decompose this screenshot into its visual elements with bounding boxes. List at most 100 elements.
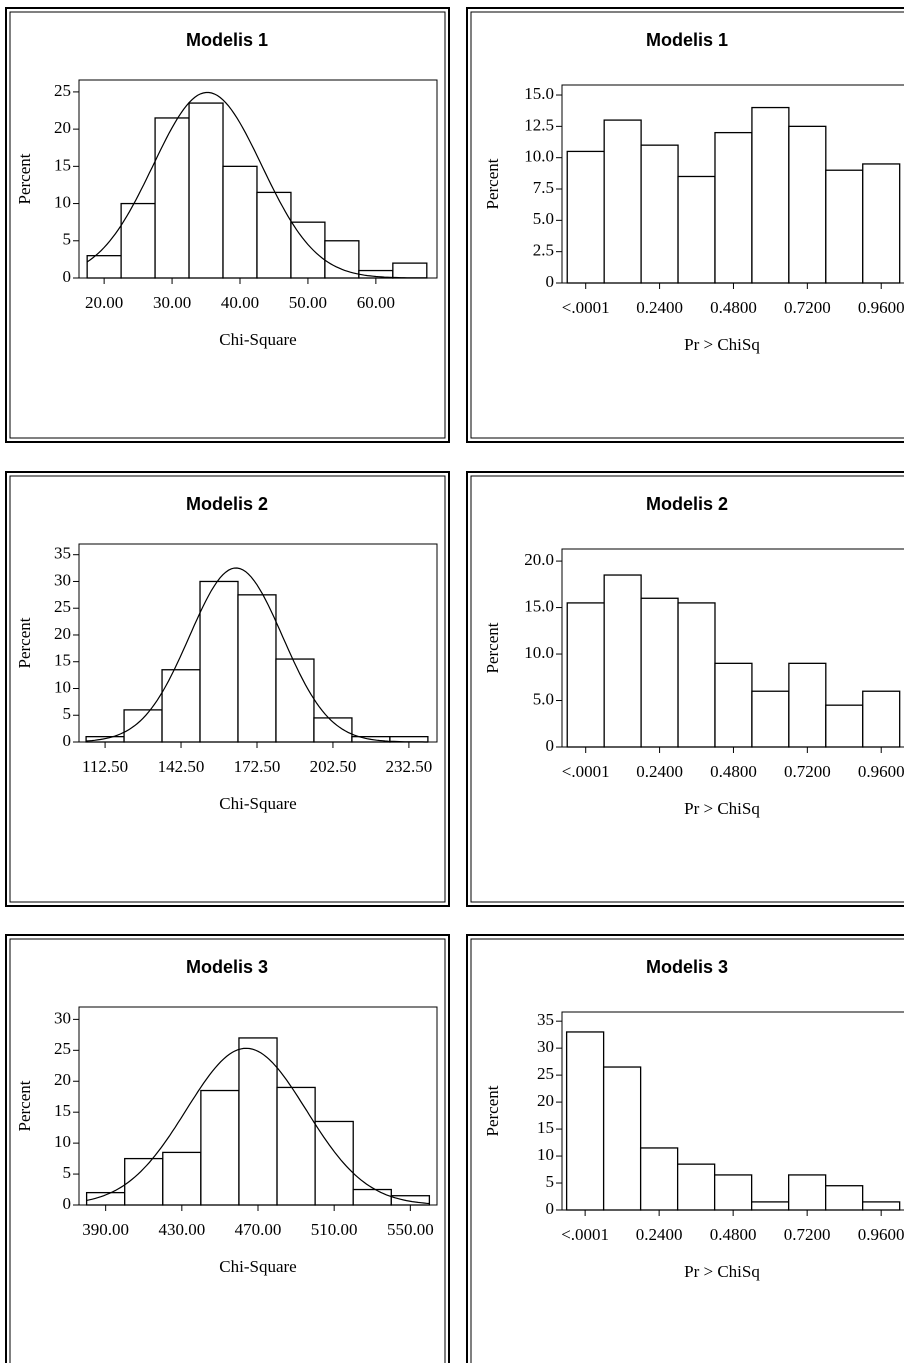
bar <box>188 102 224 279</box>
x-tick-label: 142.50 <box>158 757 205 776</box>
normal-curve <box>86 567 428 743</box>
x-tick-label: 0.2400 <box>636 1225 683 1244</box>
bar <box>825 704 864 748</box>
y-tick-label: 15.0 <box>524 84 554 103</box>
x-tick-label: 0.2400 <box>636 762 683 781</box>
y-tick-label: 0 <box>546 272 555 291</box>
bar <box>788 1174 827 1211</box>
panel-border-inner <box>470 475 904 903</box>
x-tick-label: 510.00 <box>311 1220 358 1239</box>
panel-border-inner <box>9 11 446 439</box>
bar <box>751 106 790 284</box>
y-axis-label: Percent <box>483 622 502 673</box>
y-tick-label: 7.5 <box>533 178 554 197</box>
panel-border <box>466 934 904 1363</box>
x-tick-label: 430.00 <box>158 1220 205 1239</box>
y-tick-label: 30 <box>54 570 71 589</box>
y-tick-label: 20 <box>537 1091 554 1110</box>
bar <box>124 1157 164 1206</box>
y-axis-label: Percent <box>483 158 502 209</box>
bar <box>237 594 277 743</box>
y-tick-label: 30 <box>54 1008 71 1027</box>
chart-title: Modelis 2 <box>186 494 268 514</box>
bar <box>714 131 753 284</box>
y-axis-label: Percent <box>15 153 34 204</box>
bar <box>639 1147 679 1211</box>
y-tick-label: 5 <box>63 230 72 249</box>
y-tick-label: 10.0 <box>524 643 554 662</box>
chart-title: Modelis 2 <box>646 494 728 514</box>
bar <box>222 165 258 279</box>
bar <box>862 690 901 748</box>
bar <box>862 163 901 284</box>
bar <box>677 175 716 284</box>
x-tick-label: 0.7200 <box>784 1225 831 1244</box>
y-tick-label: 20.0 <box>524 550 554 569</box>
y-tick-label: 15 <box>54 651 71 670</box>
bar <box>825 169 864 284</box>
x-tick-label: 390.00 <box>82 1220 129 1239</box>
y-tick-label: 0 <box>63 1194 72 1213</box>
x-tick-label: 0.9600 <box>858 762 904 781</box>
x-tick-label: 30.00 <box>153 293 191 312</box>
bar <box>275 658 315 743</box>
y-tick-label: 10 <box>54 192 71 211</box>
x-tick-label: 40.00 <box>221 293 259 312</box>
x-tick-label: 60.00 <box>357 293 395 312</box>
y-tick-label: 20 <box>54 1070 71 1089</box>
bar <box>313 717 353 743</box>
chart-title: Modelis 3 <box>646 957 728 977</box>
x-tick-label: 0.7200 <box>784 762 831 781</box>
panel-border <box>5 7 450 443</box>
x-axis-label: Chi-Square <box>219 1257 296 1276</box>
bar <box>862 1201 901 1211</box>
y-tick-label: 15 <box>54 1101 71 1120</box>
bar <box>256 191 292 279</box>
bar <box>566 602 605 748</box>
bar <box>825 1185 864 1211</box>
y-tick-label: 35 <box>537 1010 554 1029</box>
panel-border <box>5 934 450 1363</box>
y-tick-label: 35 <box>54 544 71 563</box>
panel-border-inner <box>470 938 904 1363</box>
y-tick-label: 25 <box>54 81 71 100</box>
bar <box>603 574 642 748</box>
bar <box>352 1188 392 1206</box>
x-tick-label: 202.50 <box>310 757 357 776</box>
bar <box>788 662 827 748</box>
bar <box>788 125 827 284</box>
bar <box>566 150 605 284</box>
y-tick-label: 0 <box>546 1199 555 1218</box>
bar <box>199 580 239 743</box>
x-axis-label: Pr > ChiSq <box>684 1262 760 1281</box>
bar <box>565 1031 605 1211</box>
x-tick-label: <.0001 <box>562 298 610 317</box>
panel-border <box>466 7 904 443</box>
y-tick-label: 0 <box>63 731 72 750</box>
x-tick-label: 232.50 <box>386 757 433 776</box>
bar <box>392 262 428 279</box>
y-tick-label: 5 <box>63 1163 72 1182</box>
bar <box>290 221 326 279</box>
panel-border <box>5 471 450 907</box>
y-tick-label: 15 <box>537 1118 554 1137</box>
bar <box>603 119 642 284</box>
y-tick-label: 20 <box>54 118 71 137</box>
bar <box>200 1089 240 1206</box>
normal-curve <box>86 1047 430 1205</box>
x-axis-label: Pr > ChiSq <box>684 799 760 818</box>
x-axis-label: Chi-Square <box>219 794 296 813</box>
y-tick-label: 10.0 <box>524 147 554 166</box>
y-tick-label: 25 <box>537 1064 554 1083</box>
x-tick-label: 470.00 <box>235 1220 282 1239</box>
y-tick-label: 10 <box>537 1145 554 1164</box>
bar <box>238 1037 278 1206</box>
bar <box>390 1195 431 1206</box>
bar <box>314 1120 354 1206</box>
y-tick-label: 5.0 <box>533 209 554 228</box>
y-tick-label: 0 <box>63 267 72 286</box>
x-tick-label: 0.4800 <box>710 1225 757 1244</box>
bar <box>324 240 360 279</box>
x-tick-label: 0.4800 <box>710 298 757 317</box>
